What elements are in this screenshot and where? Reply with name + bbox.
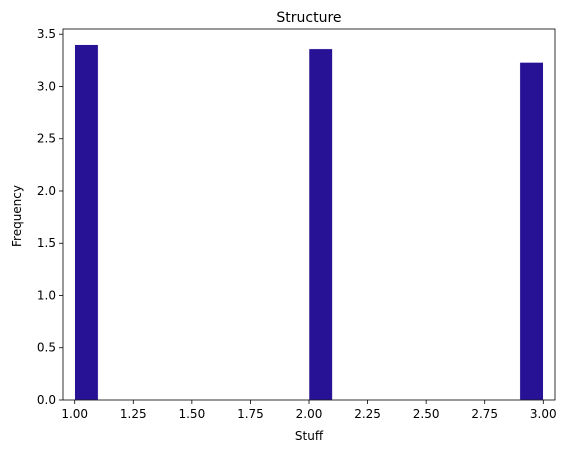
bar-3 xyxy=(519,62,544,401)
y-tick-label: 2.0 xyxy=(37,184,56,198)
x-tick-label: 2.25 xyxy=(354,407,381,421)
x-axis-label: Stuff xyxy=(295,429,324,443)
x-tick-label: 2.75 xyxy=(471,407,498,421)
x-tick-label: 2.00 xyxy=(296,407,323,421)
y-tick-label: 2.5 xyxy=(37,132,56,146)
y-tick-label: 0.0 xyxy=(37,393,56,407)
y-tick-label: 1.5 xyxy=(37,236,56,250)
plot-frame xyxy=(62,28,556,401)
x-tick-label: 1.00 xyxy=(61,407,88,421)
x-tick-label: 1.50 xyxy=(178,407,205,421)
y-tick-label: 1.0 xyxy=(37,288,56,302)
x-tick-label: 3.00 xyxy=(530,407,557,421)
x-tick-label: 1.25 xyxy=(120,407,147,421)
y-tick-label: 3.0 xyxy=(37,79,56,93)
y-tick-label: 0.5 xyxy=(37,341,56,355)
x-tick-label: 2.50 xyxy=(413,407,440,421)
y-axis-ticks: 0.0 0.5 1.0 1.5 2.0 2.5 3.0 3.5 xyxy=(37,27,63,407)
chart-title: Structure xyxy=(276,10,341,26)
bar-2 xyxy=(308,48,333,401)
bars-group xyxy=(74,44,544,401)
y-axis-label: Frequency xyxy=(10,185,24,247)
x-axis-ticks: 1.00 1.25 1.50 1.75 2.00 2.25 2.50 2.75 3.00 xyxy=(61,400,557,421)
y-tick-label: 3.5 xyxy=(37,27,56,41)
x-tick-label: 1.75 xyxy=(237,407,264,421)
bar-1 xyxy=(74,44,99,401)
